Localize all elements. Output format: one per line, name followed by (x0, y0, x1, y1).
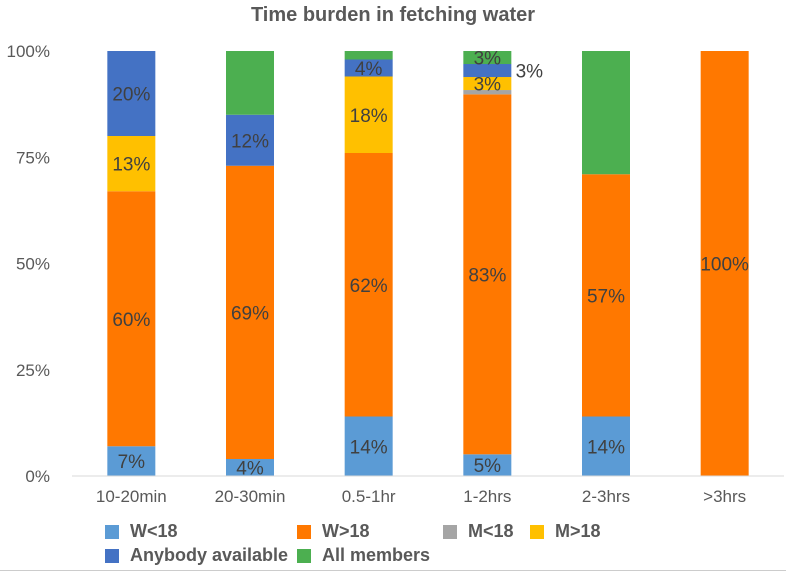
data-label: 18% (350, 106, 388, 127)
data-label: 12% (231, 131, 269, 152)
legend-label: M<18 (468, 521, 514, 541)
x-tick-label: >3hrs (703, 487, 746, 506)
data-label: 4% (236, 459, 264, 480)
legend-label: W>18 (322, 521, 370, 541)
bar-segment-w-18 (344, 416, 393, 476)
data-label: 57% (587, 286, 625, 307)
divider (0, 570, 786, 571)
legend-swatch (530, 524, 544, 539)
legend-swatch (105, 524, 119, 539)
bar-segment-w-18 (700, 51, 749, 476)
bar-segment-w-18 (226, 459, 274, 476)
bar-segment-m-18 (107, 136, 156, 192)
bar-segment-w-18 (226, 165, 274, 459)
bar-segment-w-18 (107, 191, 156, 447)
bar-segment-m-18 (344, 76, 393, 153)
bar-segment-all-members (582, 51, 630, 175)
legend-swatch (105, 548, 119, 563)
y-tick-label: 25% (16, 361, 50, 380)
legend-item: Anybody available (105, 545, 288, 566)
bar-segment-w-18 (107, 446, 156, 476)
data-label: 69% (231, 303, 269, 324)
legend-swatch (443, 524, 457, 539)
x-tick-label: 1-2hrs (463, 487, 511, 506)
data-label: 13% (112, 155, 150, 176)
data-label: 3% (516, 62, 544, 83)
bar-segment-all-members (226, 51, 274, 115)
data-label: 100% (700, 255, 749, 276)
bar-segment-w-18 (463, 94, 512, 455)
x-tick-label: 20-30min (215, 487, 286, 506)
bar-segment-all-members (344, 51, 393, 60)
bar-segment-w-18 (344, 153, 393, 417)
x-tick-label: 10-20min (96, 487, 167, 506)
data-label: 5% (474, 456, 502, 477)
x-tick-label: 0.5-1hr (342, 487, 396, 506)
y-tick-label: 75% (16, 148, 50, 167)
legend-label: Anybody available (130, 545, 289, 565)
legend-item: W>18 (297, 521, 370, 542)
data-label: 20% (112, 85, 150, 106)
data-label: 83% (468, 265, 506, 286)
bar-segment-anybody-available (463, 64, 512, 78)
bar-segment-w-18 (582, 174, 630, 417)
bar-segment-anybody-available (344, 59, 393, 77)
legend-item: M<18 (443, 521, 514, 542)
data-label: 3% (474, 49, 502, 70)
bar-segment-anybody-available (226, 114, 274, 166)
data-label: 3% (474, 75, 502, 96)
legend-label: W<18 (130, 521, 178, 541)
bar-segment-m-18 (463, 90, 512, 95)
bar-segment-w-18 (463, 454, 512, 476)
data-label: 60% (112, 310, 150, 331)
legend-item: W<18 (105, 521, 178, 542)
y-tick-label: 100% (7, 42, 50, 61)
y-tick-label: 0% (25, 467, 50, 486)
bar-segment-all-members (463, 51, 512, 65)
y-tick-label: 50% (16, 255, 50, 274)
legend-item: All members (297, 545, 430, 566)
legend-swatch (297, 524, 311, 539)
legend-label: All members (322, 545, 431, 565)
data-label: 14% (350, 437, 388, 458)
legend-swatch (297, 548, 311, 563)
data-label: 4% (355, 59, 383, 80)
data-label: 7% (118, 452, 146, 473)
bar-segment-m-18 (463, 77, 512, 91)
data-label: 62% (350, 276, 388, 297)
bar-segment-anybody-available (107, 51, 156, 136)
legend-item: M>18 (530, 521, 601, 542)
data-label: 14% (587, 437, 625, 458)
chart-title: Time burden in fetching water (250, 4, 536, 26)
x-tick-label: 2-3hrs (582, 487, 630, 506)
legend-label: M>18 (555, 521, 601, 541)
bar-segment-w-18 (582, 416, 630, 476)
